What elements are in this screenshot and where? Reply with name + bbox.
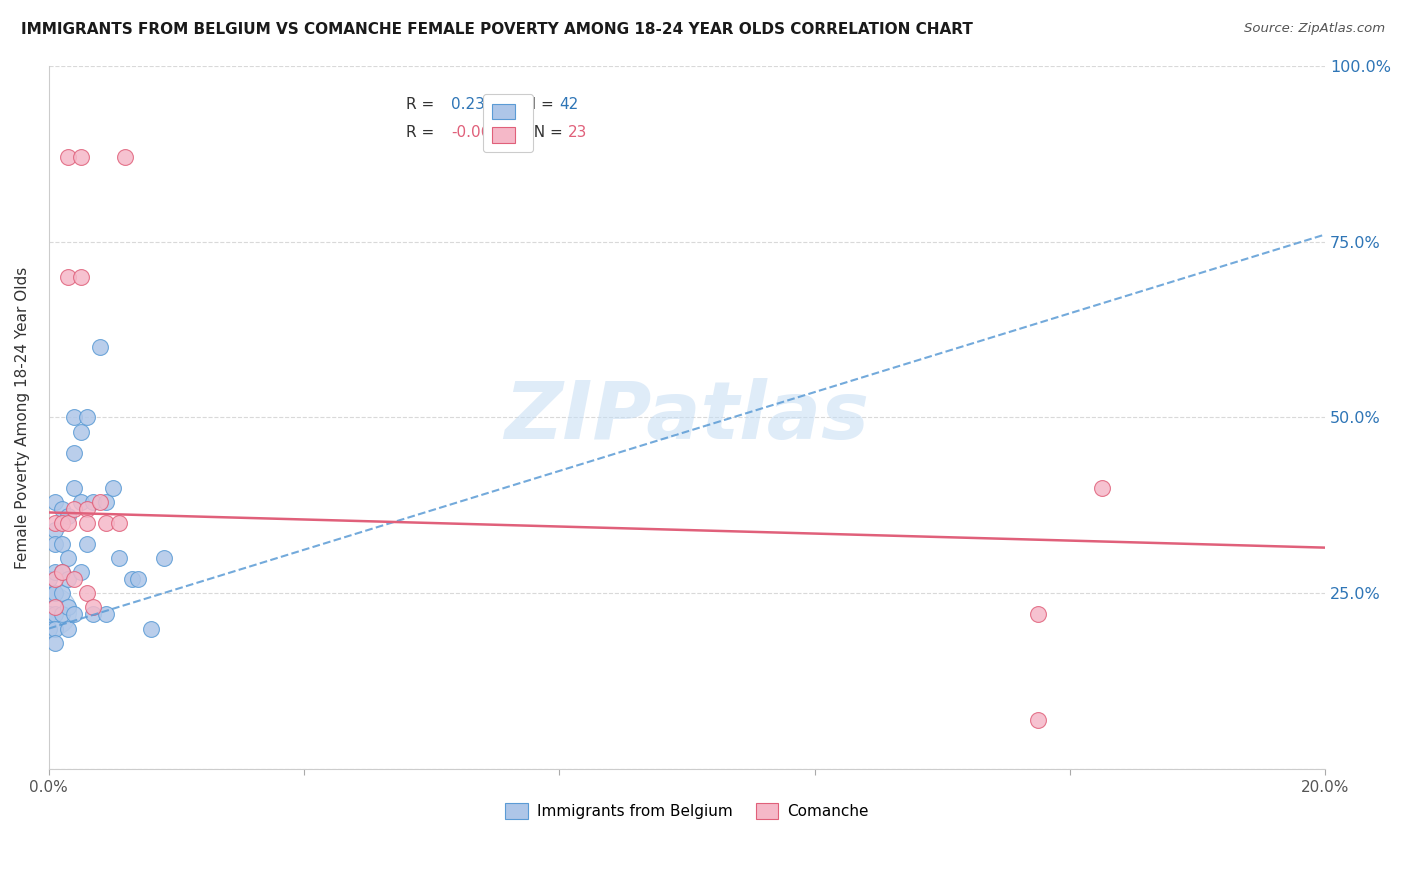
Point bbox=[96, 495, 118, 509]
Text: 23: 23 bbox=[568, 125, 588, 140]
Text: 0.238: 0.238 bbox=[451, 97, 495, 112]
Point bbox=[56, 508, 79, 523]
Point bbox=[1026, 607, 1049, 622]
Point bbox=[82, 495, 104, 509]
Point bbox=[76, 586, 98, 600]
Text: ZIPatlas: ZIPatlas bbox=[505, 378, 869, 457]
Point bbox=[63, 607, 86, 622]
Point bbox=[108, 516, 131, 530]
Point bbox=[1091, 481, 1114, 495]
Point bbox=[51, 607, 73, 622]
Point bbox=[44, 537, 66, 551]
Point bbox=[69, 150, 91, 164]
Point bbox=[76, 537, 98, 551]
Point bbox=[56, 600, 79, 615]
Text: -0.062: -0.062 bbox=[451, 125, 499, 140]
Point bbox=[44, 516, 66, 530]
Point bbox=[82, 607, 104, 622]
Point bbox=[89, 340, 111, 354]
Point bbox=[152, 551, 174, 566]
Point bbox=[44, 572, 66, 586]
Point bbox=[63, 445, 86, 459]
Point bbox=[108, 551, 131, 566]
Point bbox=[63, 502, 86, 516]
Point bbox=[44, 586, 66, 600]
Point bbox=[44, 495, 66, 509]
Text: N =: N = bbox=[523, 125, 567, 140]
Point bbox=[56, 572, 79, 586]
Point bbox=[96, 607, 118, 622]
Point bbox=[56, 622, 79, 636]
Point bbox=[121, 572, 143, 586]
Point bbox=[44, 566, 66, 580]
Point bbox=[51, 566, 73, 580]
Point bbox=[127, 572, 149, 586]
Y-axis label: Female Poverty Among 18-24 Year Olds: Female Poverty Among 18-24 Year Olds bbox=[15, 267, 30, 568]
Point bbox=[44, 622, 66, 636]
Text: R =: R = bbox=[406, 97, 439, 112]
Point bbox=[56, 269, 79, 284]
Point bbox=[69, 425, 91, 439]
Point bbox=[76, 410, 98, 425]
Point bbox=[38, 572, 60, 586]
Point bbox=[76, 502, 98, 516]
Point bbox=[69, 269, 91, 284]
Point bbox=[69, 495, 91, 509]
Point bbox=[51, 566, 73, 580]
Point bbox=[38, 607, 60, 622]
Point bbox=[63, 410, 86, 425]
Point bbox=[69, 566, 91, 580]
Legend: Immigrants from Belgium, Comanche: Immigrants from Belgium, Comanche bbox=[499, 797, 875, 825]
Point bbox=[114, 150, 136, 164]
Text: R =: R = bbox=[406, 125, 439, 140]
Point bbox=[76, 516, 98, 530]
Text: IMMIGRANTS FROM BELGIUM VS COMANCHE FEMALE POVERTY AMONG 18-24 YEAR OLDS CORRELA: IMMIGRANTS FROM BELGIUM VS COMANCHE FEMA… bbox=[21, 22, 973, 37]
Point bbox=[44, 600, 66, 615]
Point bbox=[44, 607, 66, 622]
Point bbox=[96, 516, 118, 530]
Text: 42: 42 bbox=[560, 97, 578, 112]
Point bbox=[82, 600, 104, 615]
Point bbox=[101, 481, 124, 495]
Text: N =: N = bbox=[515, 97, 558, 112]
Point bbox=[38, 586, 60, 600]
Point bbox=[51, 516, 73, 530]
Text: Source: ZipAtlas.com: Source: ZipAtlas.com bbox=[1244, 22, 1385, 36]
Point bbox=[1026, 713, 1049, 727]
Point bbox=[44, 523, 66, 537]
Point bbox=[51, 502, 73, 516]
Point bbox=[44, 635, 66, 649]
Point bbox=[63, 572, 86, 586]
Point bbox=[139, 622, 162, 636]
Point bbox=[51, 537, 73, 551]
Point bbox=[63, 481, 86, 495]
Point bbox=[56, 516, 79, 530]
Point bbox=[56, 551, 79, 566]
Point bbox=[38, 622, 60, 636]
Point bbox=[41, 604, 63, 618]
Point bbox=[89, 495, 111, 509]
Point bbox=[56, 150, 79, 164]
Point bbox=[51, 586, 73, 600]
